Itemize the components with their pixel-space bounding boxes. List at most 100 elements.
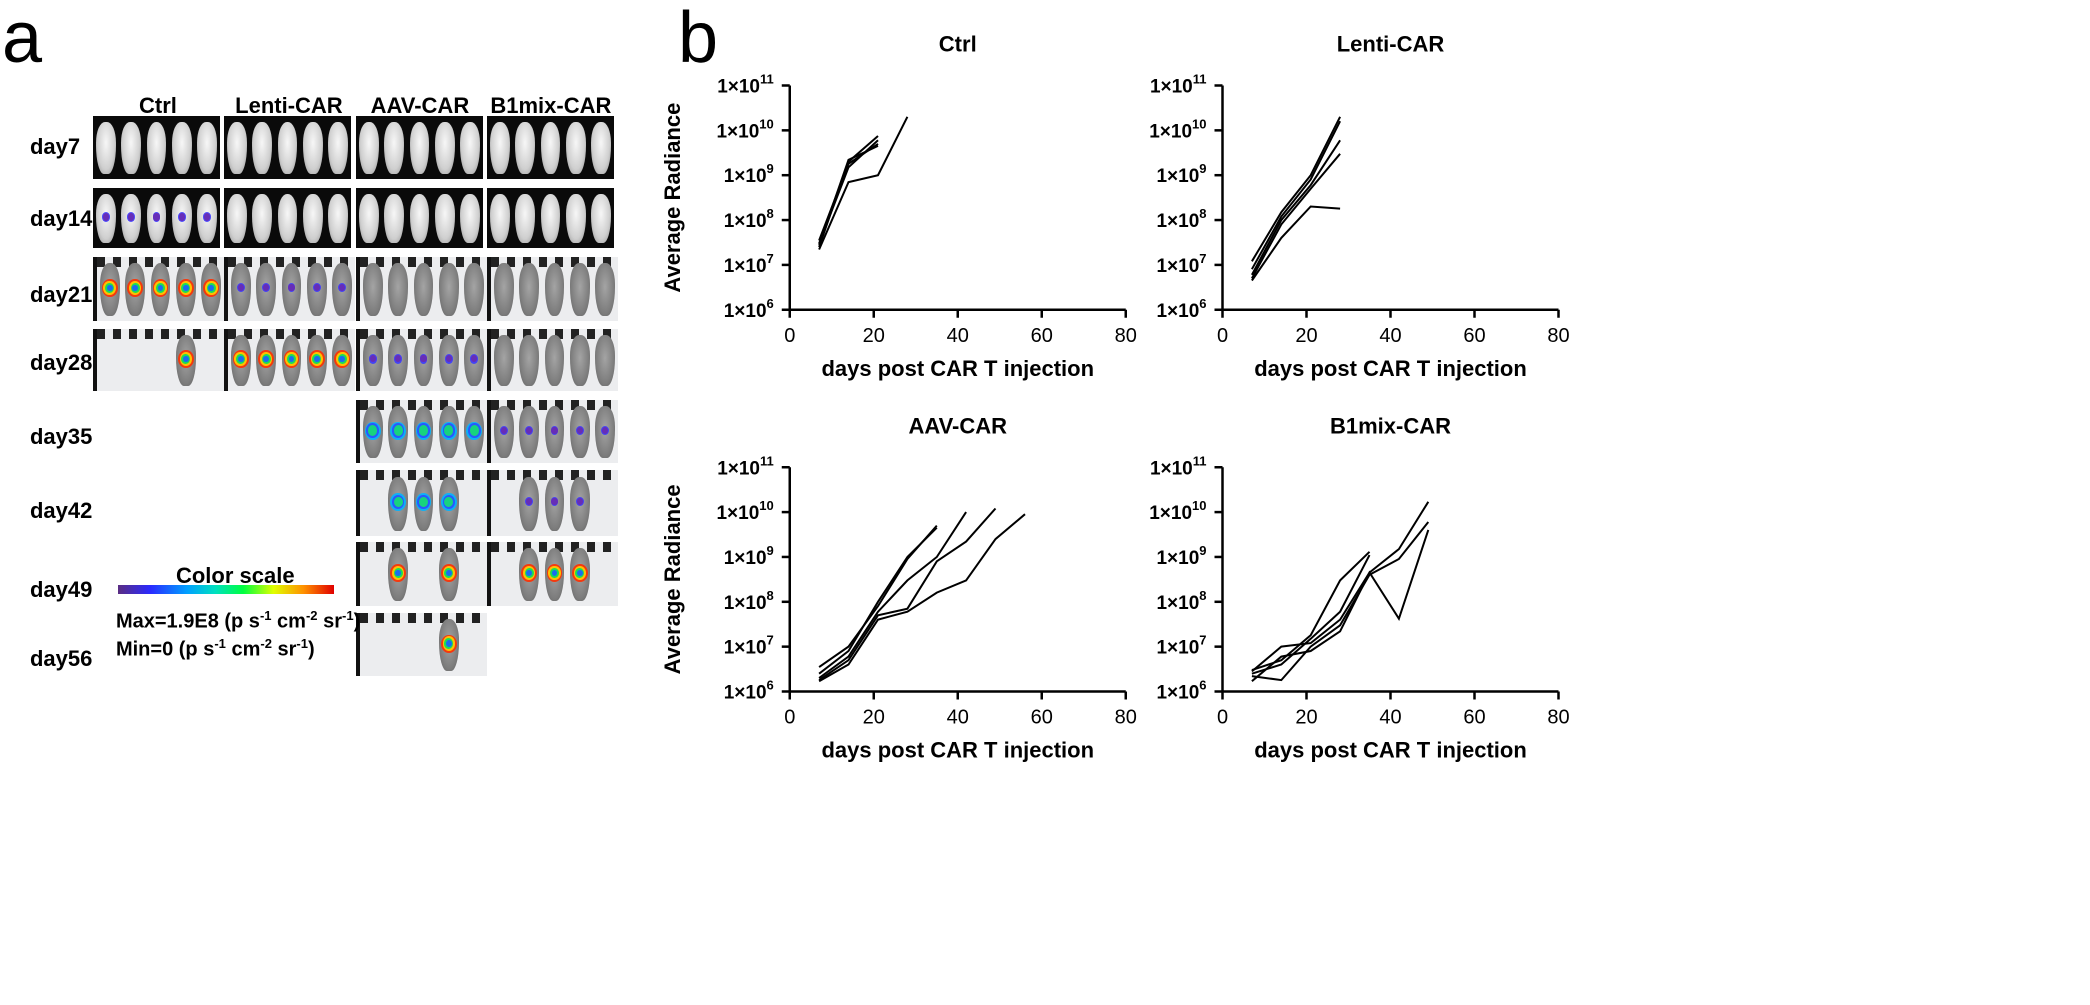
mouse-image bbox=[302, 194, 323, 244]
chart-title: AAV-CAR bbox=[908, 413, 1007, 438]
mouse-image-cell bbox=[356, 257, 487, 321]
bioluminescence-signal bbox=[313, 284, 320, 292]
mouse-image-cell bbox=[224, 257, 355, 321]
mouse-image bbox=[252, 122, 272, 174]
mouse-image bbox=[95, 122, 116, 174]
mouse-image-cell bbox=[356, 329, 487, 391]
bioluminescence-signal bbox=[446, 640, 452, 647]
imaging-tray bbox=[491, 542, 618, 552]
mouse-image-cell bbox=[356, 400, 487, 463]
y-tick-label: 1×1010 bbox=[716, 116, 773, 142]
bioluminescence-signal bbox=[393, 496, 403, 508]
series-line bbox=[818, 135, 879, 248]
series-line bbox=[1251, 120, 1341, 270]
mouse-image bbox=[121, 122, 141, 174]
bioluminescence-signal bbox=[237, 284, 244, 292]
series-line bbox=[818, 144, 879, 246]
imaging-tray bbox=[360, 470, 487, 480]
mouse-image-cell bbox=[224, 329, 355, 391]
series-line bbox=[1251, 116, 1341, 262]
bioluminescence-signal bbox=[339, 355, 346, 363]
x-tick-label: 40 bbox=[947, 707, 969, 729]
mouse-image-cell bbox=[93, 116, 220, 179]
mouse-image bbox=[544, 335, 565, 387]
unit-sup-s: -1 bbox=[259, 607, 272, 623]
mouse-image-cell bbox=[93, 329, 224, 391]
mouse-image-cell bbox=[356, 470, 487, 536]
mouse-image bbox=[565, 194, 586, 244]
imaging-tray bbox=[491, 400, 618, 410]
mouse-image-cell bbox=[487, 188, 614, 248]
bioluminescence-signal bbox=[393, 425, 403, 436]
chart-title: Lenti-CAR bbox=[1337, 32, 1445, 57]
bioluminescence-signal bbox=[418, 425, 429, 436]
imaging-tray bbox=[360, 400, 487, 410]
mouse-image bbox=[277, 122, 298, 174]
bioluminescence-signal bbox=[444, 496, 454, 508]
column-header-ctrl: Ctrl bbox=[139, 92, 177, 118]
mouse-image bbox=[384, 122, 404, 174]
bioluminescence-signal bbox=[469, 425, 479, 436]
imaging-tray bbox=[491, 257, 618, 267]
y-tick-label: 1×1011 bbox=[1150, 72, 1207, 98]
imaging-tray bbox=[491, 329, 618, 339]
bioluminescence-signal bbox=[208, 284, 215, 292]
bioluminescence-signal bbox=[288, 284, 295, 292]
series-line bbox=[1251, 551, 1371, 672]
x-tick-label: 20 bbox=[1295, 707, 1317, 729]
mouse-image-cell bbox=[487, 329, 618, 391]
imaging-tray bbox=[360, 257, 487, 267]
mouse-image bbox=[434, 122, 455, 174]
unit-close: ) bbox=[353, 610, 361, 633]
mouse-image-cell bbox=[487, 400, 618, 463]
imaging-tray bbox=[360, 542, 487, 552]
mouse-image bbox=[591, 122, 612, 174]
bioluminescence-signal bbox=[153, 213, 160, 221]
y-tick-label: 1×109 bbox=[1156, 543, 1206, 569]
x-axis-label: days post CAR T injection bbox=[1254, 356, 1527, 381]
x-tick-label: 80 bbox=[1547, 707, 1569, 729]
x-tick-label: 20 bbox=[863, 707, 885, 729]
y-tick-label: 1×109 bbox=[1156, 161, 1206, 187]
row-label-day56: day56 bbox=[29, 645, 93, 671]
row-label-day49: day49 bbox=[29, 576, 93, 602]
bioluminescence-signal bbox=[446, 569, 452, 577]
bioluminescence-signal bbox=[183, 355, 189, 363]
bioluminescence-signal bbox=[102, 213, 109, 221]
mouse-image bbox=[413, 263, 434, 316]
x-tick-label: 0 bbox=[784, 707, 795, 729]
y-axis-label: Average Radiance bbox=[660, 484, 685, 674]
x-tick-label: 80 bbox=[1547, 325, 1569, 347]
y-tick-label: 1×107 bbox=[1156, 251, 1206, 277]
bioluminescence-signal bbox=[445, 355, 452, 363]
series-line bbox=[1251, 501, 1430, 673]
series-line bbox=[818, 139, 879, 244]
unit-sup-sr: -1 bbox=[296, 635, 308, 651]
x-tick-label: 80 bbox=[1115, 707, 1137, 729]
panel-label-b: b bbox=[678, 0, 719, 78]
unit-sup-cm: -2 bbox=[260, 635, 272, 651]
mouse-image bbox=[519, 263, 539, 316]
color-scale-title: Color scale bbox=[175, 562, 295, 588]
bioluminescence-signal bbox=[576, 498, 583, 506]
y-tick-label: 1×107 bbox=[724, 633, 774, 659]
column-header-lenti-car: Lenti-CAR bbox=[235, 92, 343, 118]
unit-cm: cm bbox=[271, 610, 306, 633]
imaging-tray bbox=[360, 613, 487, 623]
x-tick-label: 40 bbox=[1379, 707, 1401, 729]
mouse-image bbox=[569, 263, 590, 316]
mouse-image bbox=[434, 194, 455, 244]
y-tick-label: 1×106 bbox=[1156, 296, 1206, 322]
imaging-tray bbox=[491, 470, 618, 480]
unit-sr: sr bbox=[271, 638, 297, 661]
color-scale-min-text: Min=0 (p s bbox=[115, 638, 215, 661]
color-scale-min: Min=0 (p s-1 cm-2 sr-1) bbox=[116, 636, 315, 662]
series-line bbox=[818, 507, 997, 681]
y-tick-label: 1×1010 bbox=[1149, 498, 1206, 524]
bioluminescence-signal bbox=[526, 569, 532, 577]
y-tick-label: 1×107 bbox=[1156, 633, 1206, 659]
mouse-image-cell bbox=[487, 257, 618, 321]
x-tick-label: 20 bbox=[863, 325, 885, 347]
unit-cm: cm bbox=[225, 638, 261, 661]
bioluminescence-signal bbox=[127, 213, 135, 221]
